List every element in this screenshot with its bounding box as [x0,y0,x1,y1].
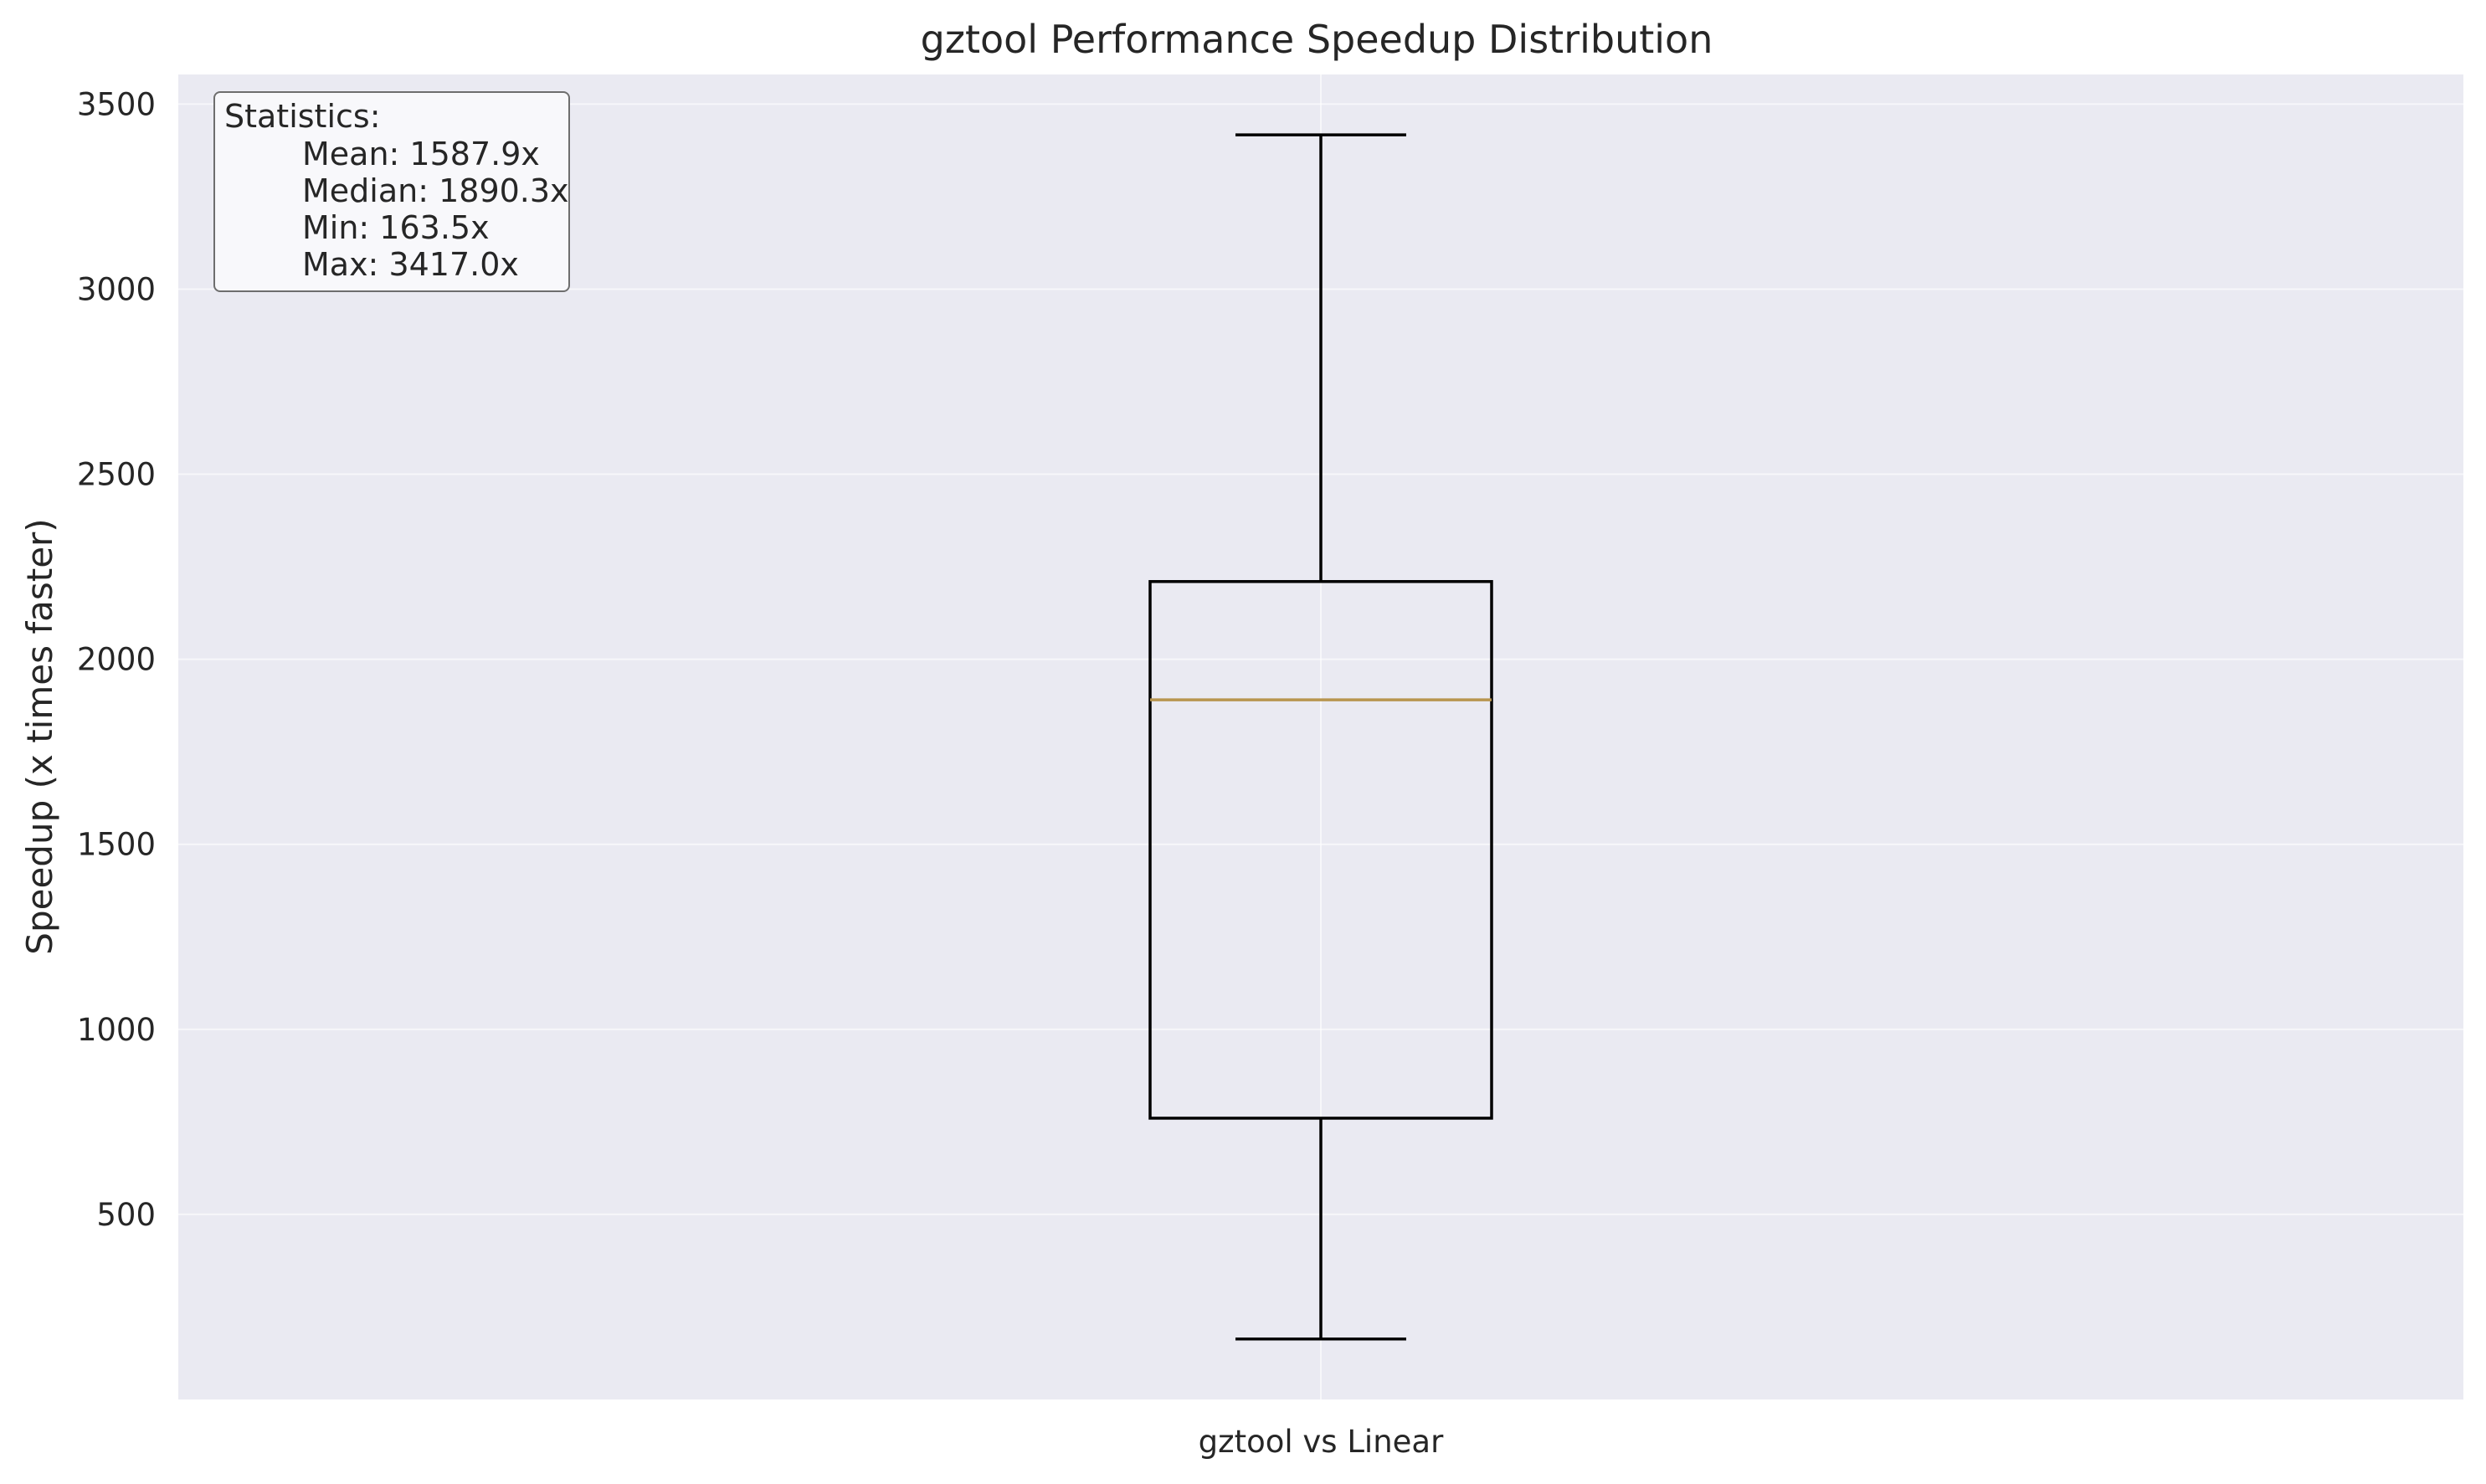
statistics-min: Min: 163.5x [302,209,490,246]
chart-title: gztool Performance Speedup Distribution [921,17,1713,62]
y-axis-label: Speedup (x times faster) [19,518,60,954]
y-tick-label: 2500 [77,457,156,493]
x-axis-ticks: gztool vs Linear [1199,1424,1444,1460]
box-iqr [1148,580,1493,1120]
y-tick-label: 3500 [77,86,156,122]
y-axis-ticks: 500 1000 1500 2000 2500 3000 3500 [77,86,156,1233]
y-tick-label: 3000 [77,271,156,307]
y-tick-label: 2000 [77,642,156,678]
y-tick-label: 500 [96,1197,156,1233]
statistics-mean: Mean: 1587.9x [302,136,540,172]
statistics-box: Statistics: Mean: 1587.9x Median: 1890.3… [213,91,570,292]
statistics-max: Max: 3417.0x [302,246,519,283]
y-tick-label: 1500 [77,827,156,863]
x-tick-label: gztool vs Linear [1199,1424,1444,1460]
y-tick-label: 1000 [77,1012,156,1048]
statistics-heading: Statistics: [224,98,381,135]
statistics-box-frame [213,91,570,292]
statistics-median: Median: 1890.3x [302,172,569,209]
box-plot-group [1148,133,1493,1341]
